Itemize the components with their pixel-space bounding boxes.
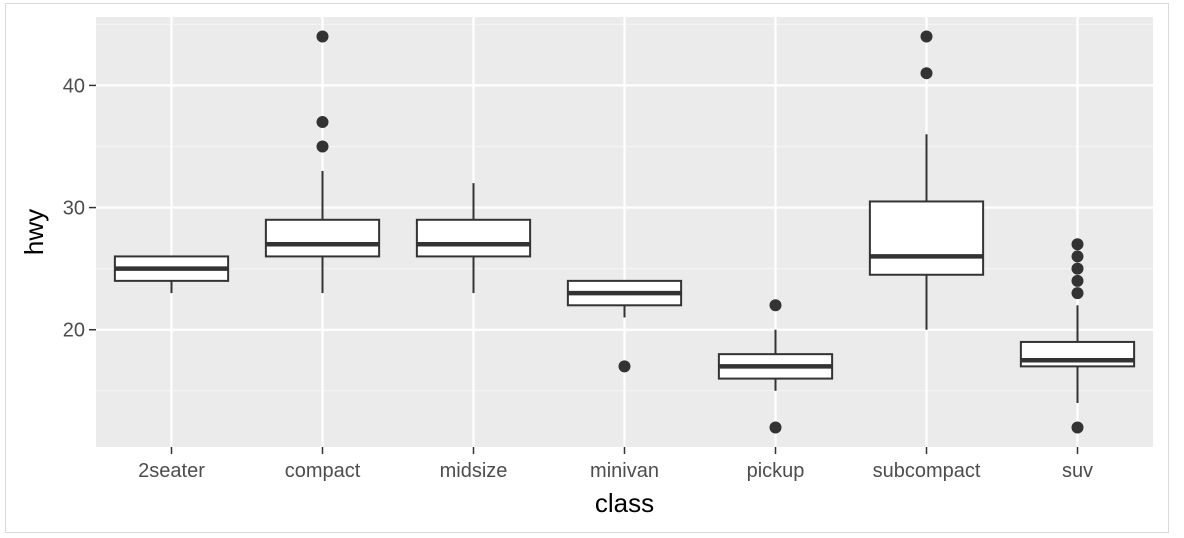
iqr-box bbox=[415, 218, 532, 258]
y-tick-label: 40 bbox=[63, 75, 85, 97]
outlier-point bbox=[1071, 262, 1084, 275]
y-tick-label: 20 bbox=[63, 320, 85, 342]
y-tick-label: 30 bbox=[63, 198, 85, 220]
outlier-point bbox=[618, 360, 631, 373]
box-2seater bbox=[113, 255, 230, 294]
outlier-point bbox=[1071, 274, 1084, 287]
outlier-point bbox=[769, 421, 782, 434]
box-series bbox=[113, 30, 1136, 434]
iqr-box bbox=[868, 200, 985, 276]
outlier-point bbox=[316, 30, 329, 43]
x-tick-label: 2seater bbox=[138, 460, 205, 482]
iqr-box bbox=[264, 218, 381, 258]
box-suv bbox=[1019, 238, 1136, 434]
x-axis: 2seater compact midsize minivan pickup subcom… bbox=[138, 447, 1093, 482]
y-axis: 20 30 40 bbox=[63, 75, 96, 342]
outlier-point bbox=[1071, 250, 1084, 263]
box-subcompact bbox=[868, 30, 985, 330]
x-tick-label: pickup bbox=[747, 460, 805, 482]
box-pickup bbox=[717, 299, 834, 434]
x-axis-title: class bbox=[595, 488, 654, 518]
iqr-box bbox=[1019, 340, 1136, 368]
outlier-point bbox=[316, 140, 329, 153]
box-minivan bbox=[566, 279, 683, 373]
box-compact bbox=[264, 30, 381, 294]
x-tick-label: minivan bbox=[590, 460, 659, 482]
outlier-point bbox=[920, 67, 933, 80]
x-tick-label: subcompact bbox=[873, 460, 981, 482]
outlier-point bbox=[769, 299, 782, 312]
x-tick-label: suv bbox=[1062, 460, 1093, 482]
outlier-point bbox=[1071, 287, 1084, 300]
x-tick-label: midsize bbox=[440, 460, 508, 482]
outlier-point bbox=[1071, 238, 1084, 251]
outlier-point bbox=[1071, 421, 1084, 434]
x-tick-label: compact bbox=[285, 460, 361, 482]
outlier-point bbox=[316, 116, 329, 129]
y-axis-title: hwy bbox=[19, 209, 49, 255]
outlier-point bbox=[920, 30, 933, 43]
box-midsize bbox=[415, 183, 532, 294]
